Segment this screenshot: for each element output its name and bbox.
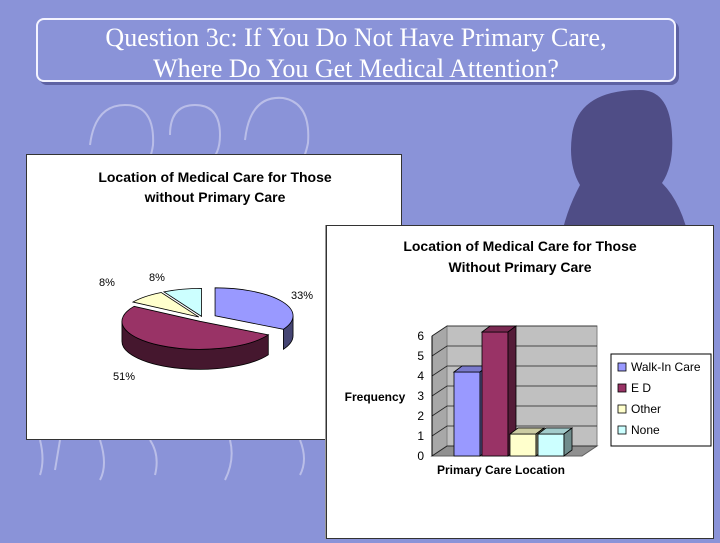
pie-slice-other bbox=[131, 292, 200, 318]
slide-title-line-1: Question 3c: If You Do Not Have Primary … bbox=[105, 23, 607, 52]
bar-gridline bbox=[431, 365, 597, 377]
bar-gridline bbox=[431, 325, 597, 337]
slide-title-line-2: Where Do You Get Medical Attention? bbox=[153, 54, 559, 83]
bar-y-tick-label: 1 bbox=[417, 429, 424, 443]
legend-swatch-e-d bbox=[617, 383, 627, 393]
pie-label-none: 8% bbox=[149, 272, 165, 284]
legend-label-e-d: E D bbox=[631, 381, 651, 395]
bar-y-tick-label: 4 bbox=[417, 369, 424, 383]
bar-y-tick-label: 3 bbox=[417, 389, 424, 403]
bar-y-tick-label: 0 bbox=[417, 449, 424, 463]
bar-e-d bbox=[481, 331, 509, 457]
bar-chart-title-line-2: Without Primary Care bbox=[448, 259, 591, 275]
silhouette-outline-4 bbox=[39, 439, 305, 481]
pie-label-ed: 51% bbox=[113, 371, 135, 383]
pie-slice-e-d bbox=[121, 305, 270, 350]
pie-label-other: 8% bbox=[99, 277, 115, 289]
pie-chart-title-line-1: Location of Medical Care for Those bbox=[98, 169, 332, 185]
bar-chart-panel: Location of Medical Care for Those Witho… bbox=[326, 225, 714, 539]
bar-x-axis-label: Primary Care Location bbox=[437, 463, 565, 477]
slide-title: Question 3c: If You Do Not Have Primary … bbox=[36, 18, 676, 83]
legend-label-other: Other bbox=[631, 402, 661, 416]
bar-gridline bbox=[431, 425, 597, 437]
bar-other bbox=[509, 433, 537, 457]
bar-walk-in-care bbox=[453, 371, 481, 457]
bar-chart: Location of Medical Care for Those Witho… bbox=[345, 238, 712, 477]
bar-y-tick-label: 6 bbox=[417, 329, 424, 343]
bar-gridline bbox=[431, 345, 597, 357]
pie-chart: Location of Medical Care for Those witho… bbox=[98, 169, 332, 383]
legend-swatch-other bbox=[617, 404, 627, 414]
pie-slice-walk-in-care bbox=[214, 287, 294, 330]
bar-y-axis-label: Frequency bbox=[345, 390, 406, 404]
bar-none bbox=[537, 433, 565, 457]
legend-label-walk-in-care: Walk-In Care bbox=[631, 360, 701, 374]
pie-slice-none bbox=[162, 287, 202, 318]
bar-legend-box bbox=[610, 353, 712, 447]
legend-swatch-walk-in-care bbox=[617, 362, 627, 372]
bar-y-tick-label: 5 bbox=[417, 349, 424, 363]
legend-swatch-none bbox=[617, 425, 627, 435]
bar-side-none bbox=[563, 427, 573, 457]
silhouette-outline-2 bbox=[169, 103, 222, 164]
bar-gridline bbox=[431, 385, 597, 397]
legend-label-none: None bbox=[631, 423, 660, 437]
bar-legend: Walk-In Care E D Other None bbox=[610, 353, 712, 447]
bar-y-tick-label: 2 bbox=[417, 409, 424, 423]
bar-gridline bbox=[431, 405, 597, 417]
bar-chart-title-line-1: Location of Medical Care for Those bbox=[403, 238, 637, 254]
pie-chart-title-line-2: without Primary Care bbox=[144, 189, 286, 205]
pie-label-walk-in: 33% bbox=[291, 290, 313, 302]
pie-chart-panel: Location of Medical Care for Those witho… bbox=[26, 154, 402, 440]
